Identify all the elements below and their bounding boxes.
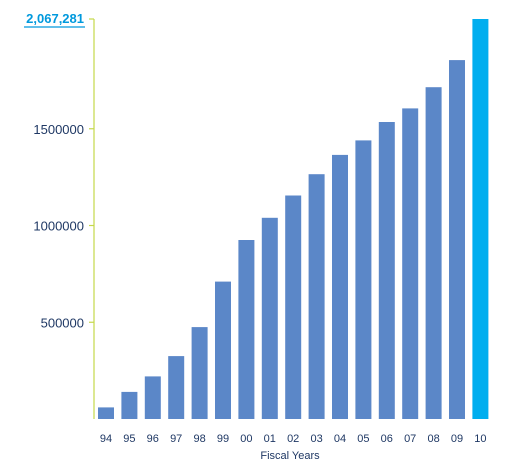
x-tick-label: 97 bbox=[170, 433, 182, 445]
bar-00 bbox=[238, 240, 255, 419]
x-tick-label: 06 bbox=[381, 433, 393, 445]
top-value-label: 2,067,281 bbox=[26, 11, 84, 26]
x-tick-label: 96 bbox=[147, 433, 159, 445]
x-tick-label: 07 bbox=[404, 433, 416, 445]
bar-08 bbox=[425, 87, 442, 419]
x-tick-label: 05 bbox=[357, 433, 369, 445]
bar-94 bbox=[98, 407, 114, 419]
chart-bars bbox=[98, 19, 489, 420]
x-tick-label: 03 bbox=[310, 433, 322, 445]
y-tick-labels: 500000 1000000 1500000 bbox=[33, 122, 84, 330]
x-tick-label: 00 bbox=[240, 433, 252, 445]
x-tick-label: 02 bbox=[287, 433, 299, 445]
x-tick-label: 95 bbox=[123, 433, 135, 445]
y-tick-label: 500000 bbox=[41, 315, 84, 330]
bar-07 bbox=[402, 108, 419, 420]
bar-95 bbox=[121, 391, 138, 419]
x-tick-label: 01 bbox=[264, 433, 276, 445]
chart-axes bbox=[89, 18, 95, 419]
bar-04 bbox=[332, 154, 348, 419]
x-axis-title: Fiscal Years bbox=[260, 450, 320, 462]
x-tick-label: 99 bbox=[217, 433, 229, 445]
bar-02 bbox=[285, 195, 302, 419]
x-tick-label: 94 bbox=[100, 433, 112, 445]
bar-09 bbox=[449, 60, 465, 419]
y-tick-label: 1500000 bbox=[33, 122, 84, 137]
bar-05 bbox=[355, 140, 372, 419]
y-tick-label: 1000000 bbox=[33, 219, 84, 234]
bar-98 bbox=[191, 327, 208, 419]
bar-06 bbox=[378, 122, 395, 419]
bar-99 bbox=[215, 281, 231, 419]
bar-97 bbox=[168, 356, 185, 419]
x-tick-label: 04 bbox=[334, 433, 346, 445]
x-tick-labels: 94 95 96 97 98 99 00 01 02 03 04 05 06 07 08 09 10 bbox=[100, 433, 487, 445]
x-tick-label: 98 bbox=[193, 433, 205, 445]
bar-10 bbox=[472, 19, 489, 419]
x-tick-label: 10 bbox=[474, 433, 486, 445]
bar-03 bbox=[308, 174, 325, 419]
bar-96 bbox=[144, 376, 161, 419]
x-tick-label: 08 bbox=[427, 433, 439, 445]
bar-01 bbox=[261, 217, 278, 419]
x-tick-label: 09 bbox=[451, 433, 463, 445]
